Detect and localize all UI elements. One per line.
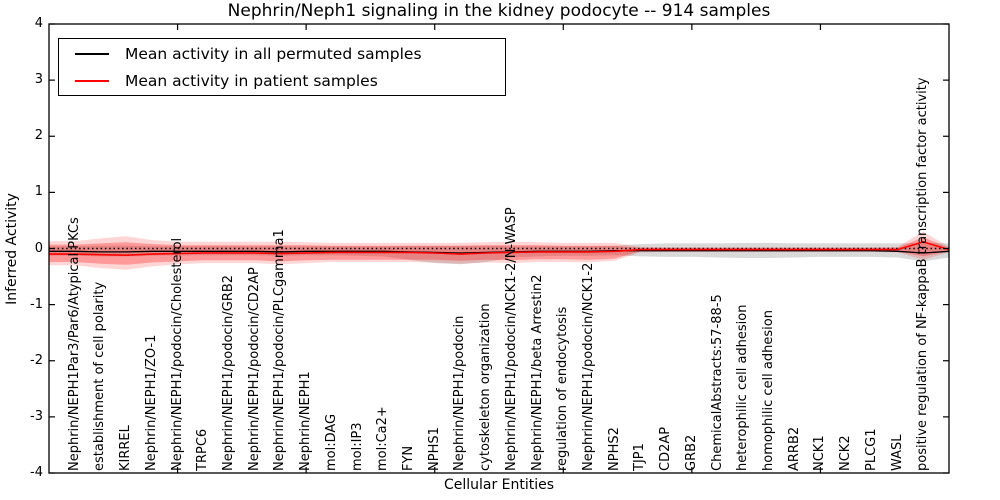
legend: Mean activity in all permuted samples Me…: [58, 38, 506, 96]
x-category-label: Nephrin/NEPH1/podocin: [452, 315, 468, 471]
x-category-label: KIRREL: [118, 425, 134, 471]
x-category-label: Nephrin/NEPH1/podocin/PLCgamma1: [272, 229, 288, 471]
y-tick-label: 4: [34, 16, 43, 31]
chart-title: Nephrin/Neph1 signaling in the kidney po…: [227, 1, 771, 21]
y-tick-label: -1: [30, 296, 43, 312]
legend-item-patient: Mean activity in patient samples: [59, 68, 505, 93]
x-category-label: homophilic cell adhesion: [761, 310, 776, 471]
x-category-label: positive regulation of NF-kappaB transcr…: [915, 77, 931, 471]
x-category-label: mol:DAG: [323, 413, 339, 471]
x-category-label: Nephrin/NEPH1Par3/Par6/Atypical PKCs: [66, 217, 82, 471]
x-category-label: Nephrin/NEPH1/podocin/NCK1-2: [581, 262, 596, 471]
x-category-label: Nephrin/NEPH1/podocin/Cholesterol: [169, 237, 185, 471]
legend-label: Mean activity in all permuted samples: [125, 44, 422, 63]
x-category-label: mol:IP3: [349, 422, 365, 471]
band-patient-range-inner: [49, 237, 949, 265]
x-category-label: NPHS2: [606, 427, 622, 471]
x-category-label: Nephrin/NEPH1/podocin/NCK1-2/N-WASP: [503, 207, 519, 471]
x-category-label: cytoskeleton organization: [478, 303, 494, 471]
x-category-label: Nephrin/NEPH1/podocin/GRB2: [221, 274, 236, 471]
x-category-label: FYN: [401, 445, 416, 471]
legend-item-permuted: Mean activity in all permuted samples: [59, 41, 505, 66]
y-tick-label: -2: [30, 352, 43, 368]
x-axis-label: Cellular Entities: [443, 477, 555, 493]
x-category-label: establishment of cell polarity: [92, 281, 108, 471]
band-patient-range-outer: [49, 231, 949, 270]
y-tick-label: 0: [34, 240, 43, 256]
y-tick-label: 2: [34, 128, 43, 144]
x-category-label: WASL: [889, 434, 905, 471]
x-category-label: TRPC6: [195, 428, 211, 471]
x-category-label: ChemicalAbstracts:57-88-5: [709, 294, 725, 471]
x-category-label: Nephrin/NEPH1/podocin/CD2AP: [246, 267, 262, 471]
x-category-label: CD2AP: [658, 426, 674, 471]
x-category-label: regulation of endocytosis: [555, 306, 571, 471]
x-category-label: NPHS1: [426, 427, 442, 471]
x-category-label: NCK1: [812, 435, 828, 471]
x-category-label: Nephrin/NEPH1/ZO-1: [143, 334, 159, 471]
y-tick-label: -3: [30, 408, 43, 424]
x-category-label: ARRB2: [786, 426, 802, 471]
x-category-label: PLCG1: [863, 428, 879, 471]
x-category-label: GRB2: [683, 434, 699, 471]
x-category-label: Nephrin/NEPH1: [298, 371, 314, 471]
legend-label: Mean activity in patient samples: [125, 71, 378, 90]
x-category-label: NCK2: [838, 435, 854, 471]
x-category-label: mol:Ca2+: [375, 406, 391, 471]
x-category-label: TJP1: [632, 443, 648, 471]
y-tick-label: 1: [34, 184, 43, 200]
y-tick-label: -4: [30, 465, 43, 480]
legend-line-sample-black: [75, 52, 109, 55]
x-category-label: heterophilic cell adhesion: [735, 304, 751, 472]
series-line-patient: [49, 240, 950, 257]
legend-line-sample-red: [75, 79, 109, 82]
x-category-label: Nephrin/NEPH1/beta Arrestin2: [529, 274, 545, 472]
y-tick-label: 3: [34, 72, 43, 88]
